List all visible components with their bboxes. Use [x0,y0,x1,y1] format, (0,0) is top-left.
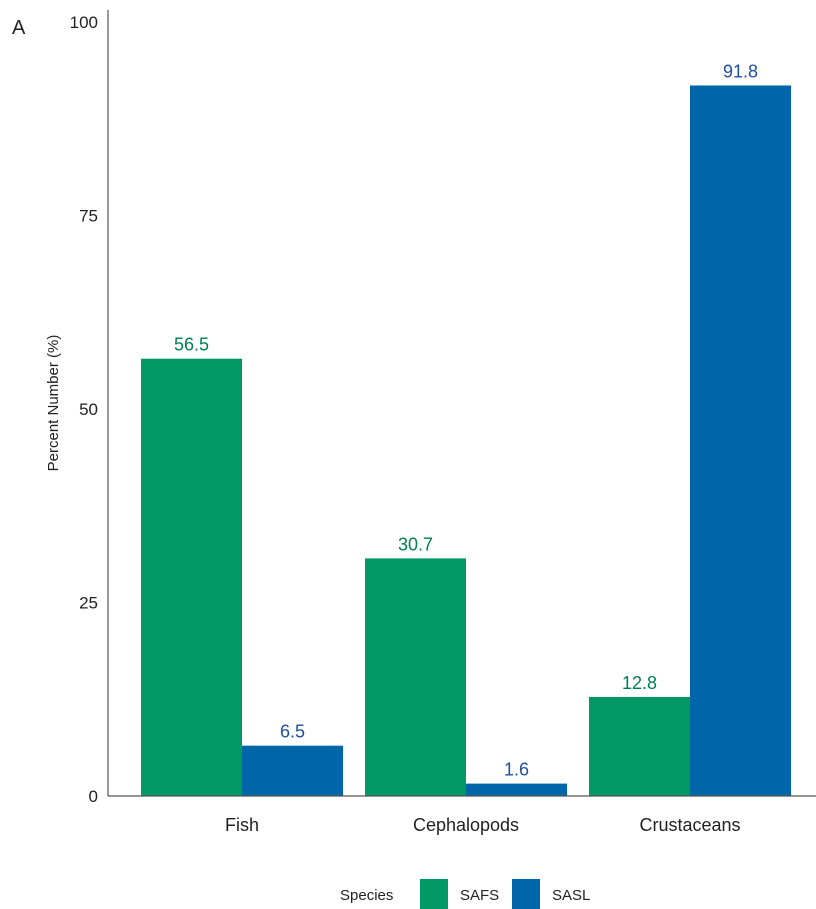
x-category-label: Fish [225,815,259,835]
bar-safs-fish [141,358,242,796]
y-tick-label: 50 [79,400,98,419]
y-tick-label: 100 [70,13,98,32]
data-labels: 56.5 6.5 30.7 1.6 12.8 91.8 [174,61,758,779]
data-label-sasl-cephalopods: 1.6 [504,760,529,780]
x-categories: Fish Cephalopods Crustaceans [225,815,741,835]
data-label-safs-cephalopods: 30.7 [398,534,433,554]
legend-label-safs: SAFS [460,887,499,904]
x-category-label: Cephalopods [413,815,519,835]
y-tick-label: 75 [79,207,98,226]
y-ticks: 0 25 50 75 100 [70,13,98,806]
bar-sasl-fish [242,745,343,796]
x-category-label: Crustaceans [639,815,740,835]
legend-swatch-safs [420,879,448,909]
bars [141,85,791,796]
panel-label: A [12,17,26,39]
bar-safs-crustaceans [589,696,690,796]
y-tick-label: 0 [89,787,98,806]
data-label-sasl-crustaceans: 91.8 [723,61,758,81]
bar-sasl-cephalopods [466,783,567,796]
bar-safs-cephalopods [365,558,466,796]
data-label-safs-crustaceans: 12.8 [622,673,657,693]
legend-title: Species [340,887,393,904]
y-tick-label: 25 [79,594,98,613]
legend-label-sasl: SASL [552,887,590,904]
legend: Species SAFS SASL [340,879,590,909]
data-label-safs-fish: 56.5 [174,335,209,355]
data-label-sasl-fish: 6.5 [280,722,305,742]
bar-sasl-crustaceans [690,85,791,796]
y-axis-label: Percent Number (%) [45,335,62,472]
legend-swatch-sasl [512,879,540,909]
